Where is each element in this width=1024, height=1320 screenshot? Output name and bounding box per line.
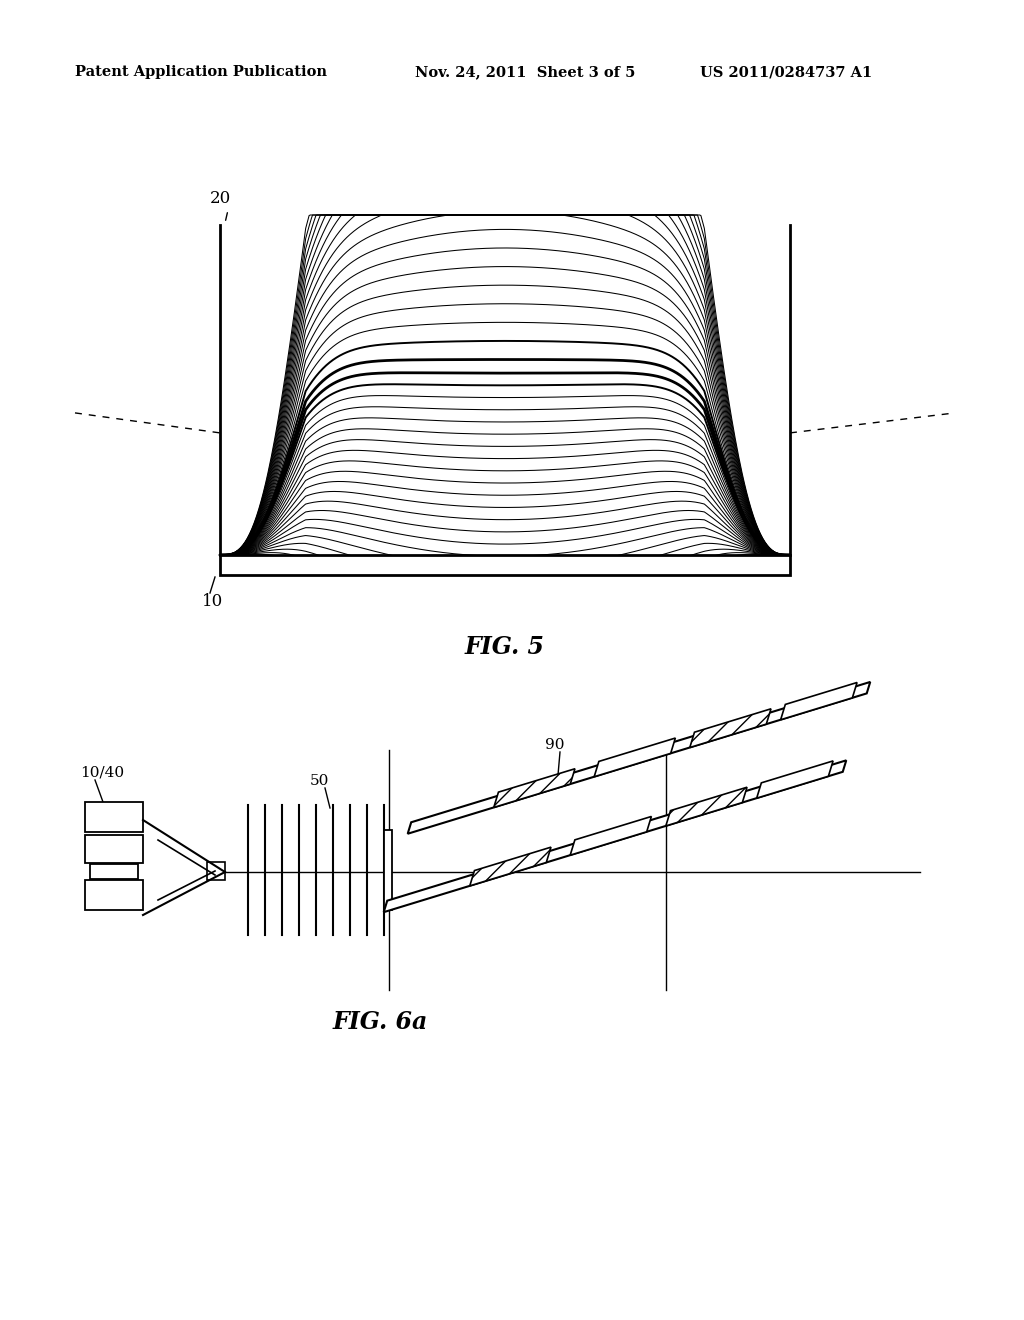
Text: FIG. 6a: FIG. 6a xyxy=(333,1010,428,1034)
Text: US 2011/0284737 A1: US 2011/0284737 A1 xyxy=(700,65,872,79)
Bar xyxy=(85,803,143,832)
Bar xyxy=(207,862,225,880)
Bar xyxy=(220,554,790,576)
Text: Nov. 24, 2011  Sheet 3 of 5: Nov. 24, 2011 Sheet 3 of 5 xyxy=(415,65,635,79)
Text: FIG. 5: FIG. 5 xyxy=(465,635,545,659)
Bar xyxy=(85,880,143,909)
Bar xyxy=(384,830,392,909)
Polygon shape xyxy=(470,847,551,886)
Text: Patent Application Publication: Patent Application Publication xyxy=(75,65,327,79)
Text: 50: 50 xyxy=(310,774,330,788)
Polygon shape xyxy=(780,682,857,719)
Polygon shape xyxy=(494,768,574,808)
Text: 10: 10 xyxy=(202,593,223,610)
Text: 20: 20 xyxy=(210,190,231,207)
Polygon shape xyxy=(666,787,748,826)
Bar xyxy=(85,836,143,863)
Text: 10/40: 10/40 xyxy=(80,766,124,780)
Polygon shape xyxy=(757,760,834,799)
Text: 90: 90 xyxy=(545,738,564,752)
Bar xyxy=(90,865,138,879)
Polygon shape xyxy=(594,738,676,776)
Polygon shape xyxy=(690,709,771,747)
Polygon shape xyxy=(384,760,846,912)
Polygon shape xyxy=(408,682,870,834)
Polygon shape xyxy=(570,817,651,855)
